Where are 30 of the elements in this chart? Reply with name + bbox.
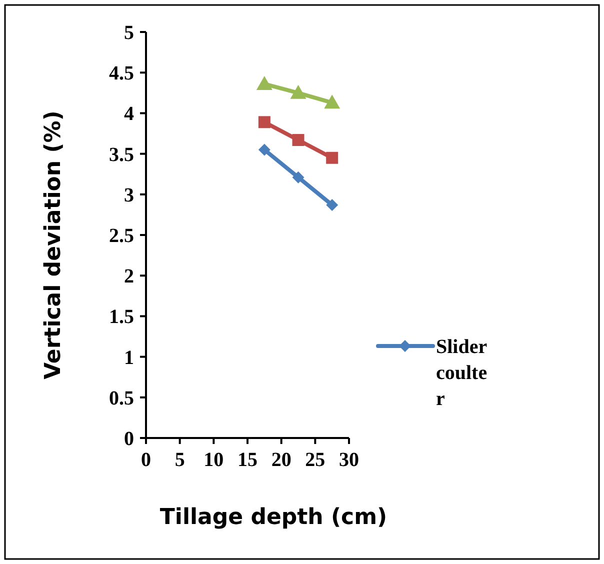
point	[258, 144, 270, 156]
point	[292, 134, 304, 146]
y-tick-label: 1.5	[109, 306, 134, 328]
y-tick-label: 4	[124, 103, 134, 126]
x-tick-label: 20	[271, 449, 292, 471]
y-tick-label: 2	[124, 266, 134, 288]
y-tick-label: 3.5	[109, 144, 134, 166]
y-tick-label: 1	[124, 346, 134, 369]
x-tick-label: 30	[339, 449, 359, 471]
x-tick-label: 15	[238, 449, 258, 471]
y-tick-label: 5	[124, 22, 134, 44]
point	[324, 94, 340, 109]
y-axis-title: Vertical deviation (%)	[41, 110, 66, 380]
point	[256, 76, 272, 90]
x-tick-label: 25	[305, 449, 326, 471]
x-tick-label: 5	[174, 449, 185, 471]
x-tick-label: 10	[204, 449, 224, 471]
x-axis-title: Tillage depth (cm)	[160, 505, 388, 530]
point	[290, 84, 306, 99]
y-tick-label: 0	[124, 428, 134, 450]
legend-label: Slider coulter	[436, 336, 488, 410]
y-tick-label: 3	[124, 184, 134, 206]
y-tick-label: 2.5	[109, 225, 134, 247]
x-tick-label: 0	[141, 449, 151, 471]
point	[292, 171, 304, 184]
point	[258, 116, 270, 128]
point	[326, 198, 338, 211]
point	[326, 152, 338, 164]
y-tick-label: 4.5	[109, 62, 134, 85]
y-tick-label: 0.5	[109, 387, 134, 410]
